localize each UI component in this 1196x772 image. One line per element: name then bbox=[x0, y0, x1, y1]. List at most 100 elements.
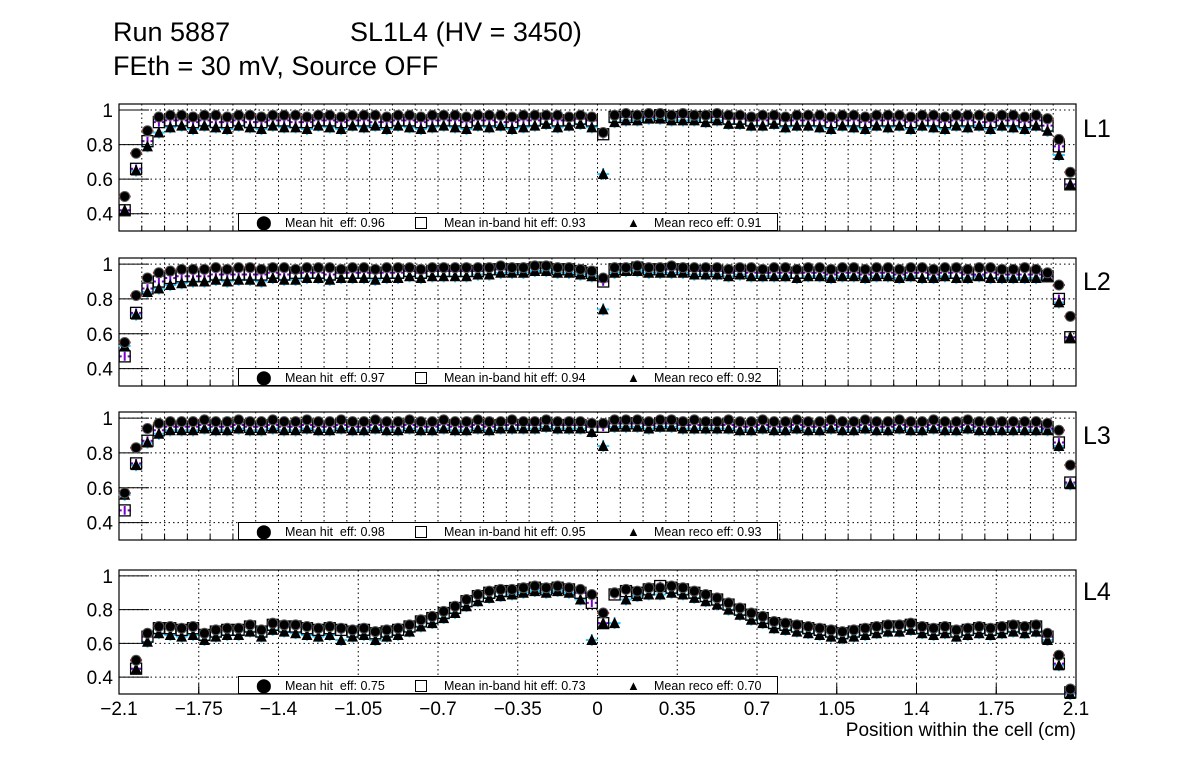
reco-marker bbox=[164, 278, 176, 290]
hit-marker bbox=[267, 109, 279, 121]
hit-marker bbox=[210, 262, 222, 274]
hit-marker bbox=[1064, 683, 1076, 695]
inband-legend-label: Mean in-band hit eff: 0.94 bbox=[444, 371, 586, 385]
hit-marker bbox=[631, 414, 643, 426]
reco-marker bbox=[244, 625, 256, 637]
reco-marker bbox=[324, 121, 336, 133]
hit-marker bbox=[950, 624, 962, 636]
hit-marker bbox=[677, 582, 689, 594]
hit-marker bbox=[825, 624, 837, 636]
hit-marker bbox=[631, 585, 643, 597]
layer-label-l2: L2 bbox=[1083, 268, 1111, 296]
y-tick-label: 0.8 bbox=[87, 444, 113, 465]
hit-marker bbox=[768, 262, 780, 274]
hit-marker bbox=[153, 417, 165, 429]
reco-marker bbox=[130, 662, 142, 674]
hit-marker bbox=[779, 111, 791, 123]
legend-l2: ⬤ Mean hit eff: 0.97 Mean in-band hit eff:… bbox=[238, 368, 778, 386]
reco-marker bbox=[335, 123, 347, 135]
hit-marker bbox=[609, 587, 621, 599]
hit-marker bbox=[1053, 424, 1065, 436]
reco-marker bbox=[848, 630, 860, 642]
hit-marker bbox=[950, 109, 962, 121]
hit-marker bbox=[620, 414, 632, 426]
hit-marker bbox=[1019, 621, 1031, 633]
hit-marker bbox=[1042, 627, 1054, 639]
hit-marker bbox=[597, 417, 609, 429]
reco-marker bbox=[255, 123, 267, 135]
hit-marker bbox=[324, 621, 336, 633]
reco-marker bbox=[871, 119, 883, 131]
hit-marker bbox=[973, 621, 985, 633]
hit-marker bbox=[438, 605, 450, 617]
hit-marker bbox=[893, 109, 905, 121]
hit-marker bbox=[164, 621, 176, 633]
hit-marker bbox=[643, 108, 655, 120]
reco-marker bbox=[221, 275, 233, 287]
reco-marker bbox=[221, 628, 233, 640]
reco-marker bbox=[233, 119, 245, 131]
reco-marker bbox=[358, 272, 370, 284]
hit-marker bbox=[153, 111, 165, 123]
reco-marker bbox=[278, 273, 290, 285]
hit-marker bbox=[723, 109, 735, 121]
reco-marker bbox=[950, 119, 962, 131]
reco-marker bbox=[1007, 121, 1019, 133]
reco-marker bbox=[415, 272, 427, 284]
hit-marker bbox=[335, 414, 347, 426]
reco-marker bbox=[244, 121, 256, 133]
reco-marker bbox=[472, 595, 484, 607]
hit-marker bbox=[483, 416, 495, 428]
hit-marker bbox=[244, 619, 256, 631]
hit-marker bbox=[347, 109, 359, 121]
hit-marker bbox=[255, 416, 267, 428]
hit-marker bbox=[426, 610, 438, 622]
hit-marker bbox=[529, 580, 541, 592]
reco-marker bbox=[745, 613, 757, 625]
hit-marker bbox=[836, 109, 848, 121]
y-tick-label: 0.8 bbox=[87, 290, 113, 311]
hit-marker bbox=[301, 262, 313, 274]
hit-marker bbox=[779, 617, 791, 629]
reco-marker bbox=[255, 275, 267, 287]
reco-marker bbox=[666, 586, 678, 598]
x-tick-label: 0.7 bbox=[744, 699, 770, 720]
hit-marker bbox=[745, 262, 757, 274]
reco-marker bbox=[688, 591, 700, 603]
hit-marker bbox=[130, 289, 142, 301]
hit-marker bbox=[962, 109, 974, 121]
hit-marker bbox=[506, 583, 518, 595]
reco-marker bbox=[358, 628, 370, 640]
reco-marker bbox=[312, 119, 324, 131]
reco-marker bbox=[198, 275, 210, 287]
hit-marker bbox=[825, 263, 837, 275]
legend-l1: ⬤ Mean hit eff: 0.96 Mean in-band hit eff:… bbox=[238, 213, 778, 231]
hit-marker bbox=[278, 619, 290, 631]
hit-marker bbox=[688, 414, 700, 426]
hit-marker bbox=[176, 109, 188, 121]
reco-marker bbox=[814, 121, 826, 133]
hit-marker bbox=[631, 109, 643, 121]
reco-marker bbox=[791, 119, 803, 131]
reco-marker bbox=[529, 119, 541, 131]
reco-marker bbox=[176, 277, 188, 289]
hit-marker bbox=[745, 607, 757, 619]
y-tick-label: 0.6 bbox=[87, 170, 113, 191]
hit-marker bbox=[574, 109, 586, 121]
reco-marker bbox=[176, 119, 188, 131]
hit-marker bbox=[472, 588, 484, 600]
hit-marker bbox=[757, 109, 769, 121]
hit-marker bbox=[267, 617, 279, 629]
hit-marker bbox=[985, 416, 997, 428]
reco-marker bbox=[711, 598, 723, 610]
x-tick-label: 2.1 bbox=[1063, 699, 1089, 720]
reco-marker bbox=[267, 272, 279, 284]
x-tick-label: 1.4 bbox=[903, 699, 930, 720]
hit-marker bbox=[996, 263, 1008, 275]
reco-marker bbox=[768, 117, 780, 129]
y-tick-label: 1 bbox=[102, 409, 113, 430]
reco-marker bbox=[563, 119, 575, 131]
reco-marker bbox=[1064, 178, 1076, 190]
reco-marker bbox=[723, 603, 735, 615]
reco-marker bbox=[1030, 625, 1042, 637]
